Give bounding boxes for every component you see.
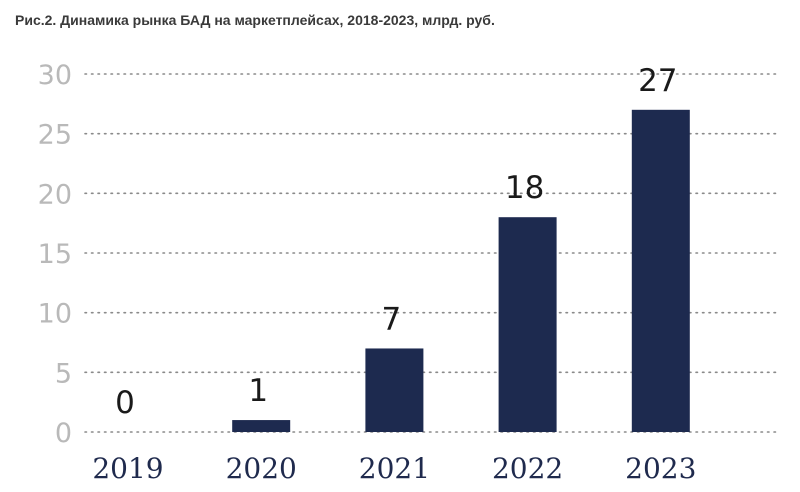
- y-tick-label-30: 30: [38, 60, 72, 91]
- y-tick-label-20: 20: [38, 179, 72, 210]
- y-tick-label-15: 15: [38, 239, 72, 270]
- gridlines: [84, 73, 779, 433]
- bar-2020: [232, 420, 291, 432]
- data-label-2022: 18: [505, 170, 544, 206]
- data-label-2023: 27: [638, 63, 677, 99]
- x-tick-label-2019: 2019: [92, 452, 163, 485]
- x-tick-label-2021: 2021: [359, 452, 430, 485]
- data-label-2019: 0: [115, 385, 135, 421]
- x-tick-label-2023: 2023: [625, 452, 696, 485]
- y-tick-label-5: 5: [55, 358, 72, 389]
- data-labels: 0 1 7 18 27: [115, 63, 677, 421]
- x-tick-label-2020: 2020: [226, 452, 297, 485]
- bar-2023: [631, 109, 690, 433]
- data-label-2020: 1: [248, 373, 268, 409]
- x-axis-ticks: 2019 2020 2021 2022 2023: [92, 452, 696, 485]
- chart-title: Рис.2. Динамика рынка БАД на маркетплейс…: [15, 12, 495, 28]
- y-tick-label-0: 0: [55, 418, 72, 449]
- y-axis-ticks: 0 5 10 15 20 25 30: [38, 60, 72, 449]
- bar-2021: [365, 348, 424, 432]
- bar-2022: [498, 217, 557, 432]
- x-tick-label-2022: 2022: [492, 452, 563, 485]
- y-tick-label-10: 10: [38, 299, 72, 330]
- bars: [232, 109, 690, 433]
- data-label-2021: 7: [382, 301, 402, 337]
- y-tick-label-25: 25: [38, 120, 72, 151]
